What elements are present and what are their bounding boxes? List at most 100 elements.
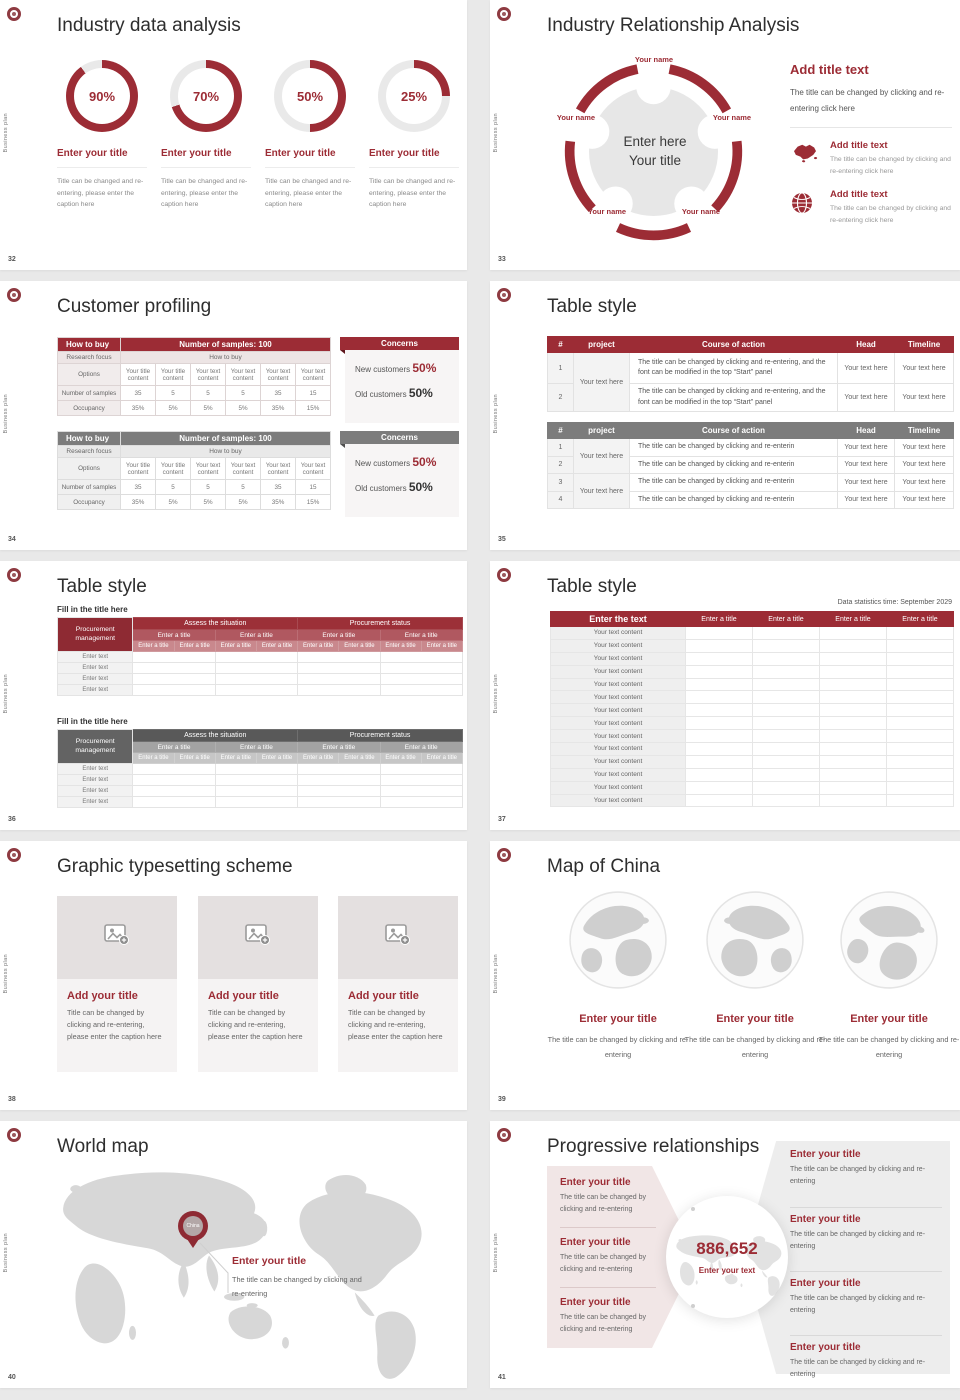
buy-table-red: How to buy Number of samples: 100 Researc… [57, 337, 332, 416]
node-label: Your name [556, 113, 596, 122]
progress-item-left: Enter your title The title can be change… [560, 1237, 647, 1274]
slide-40-thumbnail[interactable]: Business plan World map China Enter your… [0, 1121, 467, 1388]
image-placeholder-icon [104, 924, 130, 951]
donut-caption: Title can be changed and re-entering, pl… [265, 178, 352, 209]
donut-chart: 90% [66, 60, 138, 132]
table-header: Number of samples: 100 [119, 337, 332, 352]
slide-36-thumbnail[interactable]: Business plan Table style Fill in the ti… [0, 561, 467, 830]
progress-item-left: Enter your title The title can be change… [560, 1297, 647, 1334]
node-label: Your name [587, 207, 627, 216]
brand-logo-icon [7, 288, 21, 302]
donut-item: 25% Enter your title Title can be change… [369, 60, 459, 211]
divider [790, 1271, 942, 1272]
card-caption: Title can be changed by clicking and re-… [67, 1008, 162, 1041]
brand-logo-icon [497, 7, 511, 21]
image-placeholder-icon [385, 924, 411, 951]
old-customers-label: Old customers [355, 390, 407, 399]
section-label: Fill in the title here [57, 605, 128, 614]
sidebar-vertical-text: Business plan [493, 953, 499, 994]
brand-logo-icon [7, 7, 21, 21]
donut-caption: Title can be changed and re-entering, pl… [57, 178, 144, 209]
donut-title: Enter your title [265, 148, 355, 168]
slide-title: Table style [57, 576, 147, 597]
slide-number: 34 [8, 536, 16, 543]
scalloped-circle-graphic [564, 64, 743, 241]
concerns-ribbon: Concerns [340, 431, 459, 448]
slide-number: 40 [8, 1374, 16, 1381]
sidebar-vertical-text: Business plan [3, 953, 9, 994]
divider [790, 127, 952, 128]
slide-32-thumbnail[interactable]: Business plan Industry data analysis 90%… [0, 0, 467, 270]
right-column: Add title text The title can be changed … [790, 62, 952, 226]
slide-number: 38 [8, 1096, 16, 1103]
procurement-table-gray: Procurement management Assess the situati… [56, 729, 464, 808]
progress-item-right: Enter your title The title can be change… [790, 1278, 926, 1315]
donut-item: 90% Enter your title Title can be change… [57, 60, 147, 211]
slide-number: 33 [498, 256, 506, 263]
donut-caption: Title can be changed and re-entering, pl… [161, 178, 248, 209]
slide-39-thumbnail[interactable]: Business plan Map of China Enter your ti… [490, 841, 960, 1110]
item-caption: The title can be changed by clicking and… [547, 1035, 689, 1059]
globe-graphic [569, 891, 667, 989]
donut-item: 50% Enter your title Title can be change… [265, 60, 355, 211]
list-item-text: Add title text The title can be changed … [830, 189, 952, 226]
slide-title: Graphic typesetting scheme [57, 856, 293, 877]
pin-label: China [183, 1216, 203, 1236]
progress-item-left: Enter your title The title can be change… [560, 1177, 647, 1214]
section-body: The title can be changed by clicking and… [790, 88, 945, 113]
list-item: Add title text The title can be changed … [790, 189, 952, 226]
item-caption: The title can be changed by clicking and… [818, 1035, 960, 1059]
globe-graphic [706, 891, 804, 989]
divider [560, 1287, 656, 1288]
item-title: Add title text [830, 189, 888, 201]
slide-title: Map of China [547, 856, 661, 877]
slide-38-thumbnail[interactable]: Business plan Graphic typesetting scheme… [0, 841, 467, 1110]
slide-37-thumbnail[interactable]: Business plan Table style Data statistic… [490, 561, 960, 830]
new-customers-label: New customers [355, 365, 411, 374]
item-caption: The title can be changed by clicking and… [684, 1035, 826, 1059]
text-content-table: Enter the text Enter a title Enter a title… [550, 611, 954, 808]
slide-41-thumbnail[interactable]: Business plan Progressive relationships … [490, 1121, 960, 1388]
donut-chart: 50% [274, 60, 346, 132]
diagram-center-text: Enter here Your title [594, 133, 716, 171]
slide-34-thumbnail[interactable]: Business plan Customer profiling How to … [0, 281, 467, 550]
decor-dot [691, 1304, 695, 1308]
location-pin-icon: China [178, 1211, 208, 1248]
progress-item-right: Enter your title The title can be change… [790, 1149, 926, 1186]
donut-item: 70% Enter your title Title can be change… [161, 60, 251, 211]
slide-number: 41 [498, 1374, 506, 1381]
sidebar-vertical-text: Business plan [3, 1233, 9, 1273]
brand-logo-icon [7, 1128, 21, 1142]
table-header: How to buy [57, 337, 121, 352]
card-caption: Title can be changed by clicking and re-… [348, 1008, 443, 1041]
brand-logo-icon [7, 568, 21, 582]
concerns-panel-red: Concerns New customers 50% Old customers… [340, 337, 459, 423]
divider [790, 1207, 942, 1208]
item-title: Enter your title [716, 1013, 794, 1025]
sidebar-vertical-text: Business plan [3, 113, 9, 153]
brand-logo-icon [497, 848, 511, 862]
list-item: Add title text The title can be changed … [790, 140, 952, 177]
old-customers-value: 50% [408, 386, 433, 400]
slide-number: 36 [8, 816, 16, 823]
new-customers-value: 50% [412, 361, 437, 375]
donut-caption: Title can be changed and re-entering, pl… [369, 178, 456, 209]
card-title: Add your title [208, 990, 279, 1002]
card-caption: Title can be changed by clicking and re-… [208, 1008, 303, 1041]
data-statistics-note: Data statistics time: September 2029 [837, 599, 952, 606]
relationship-diagram [546, 44, 761, 259]
item-title: Add title text [830, 140, 888, 151]
brand-logo-icon [497, 1128, 511, 1142]
list-item-text: Add title text The title can be changed … [830, 140, 952, 177]
decor-dot [691, 1207, 695, 1211]
sidebar-vertical-text: Business plan [493, 1233, 499, 1273]
item-caption: The title can be changed by clicking and… [830, 205, 951, 224]
image-card: Add your title Title can be changed by c… [198, 896, 318, 1072]
divider [560, 1227, 656, 1228]
slide-33-thumbnail[interactable]: Business plan Industry Relationship Anal… [490, 0, 960, 270]
donut-percent: 25% [400, 88, 428, 104]
slide-35-thumbnail[interactable]: Business plan Table style # project Course… [490, 281, 960, 550]
slide-number: 32 [8, 256, 16, 263]
card-title: Add your title [67, 990, 138, 1002]
donut-percent: 90% [88, 88, 116, 104]
